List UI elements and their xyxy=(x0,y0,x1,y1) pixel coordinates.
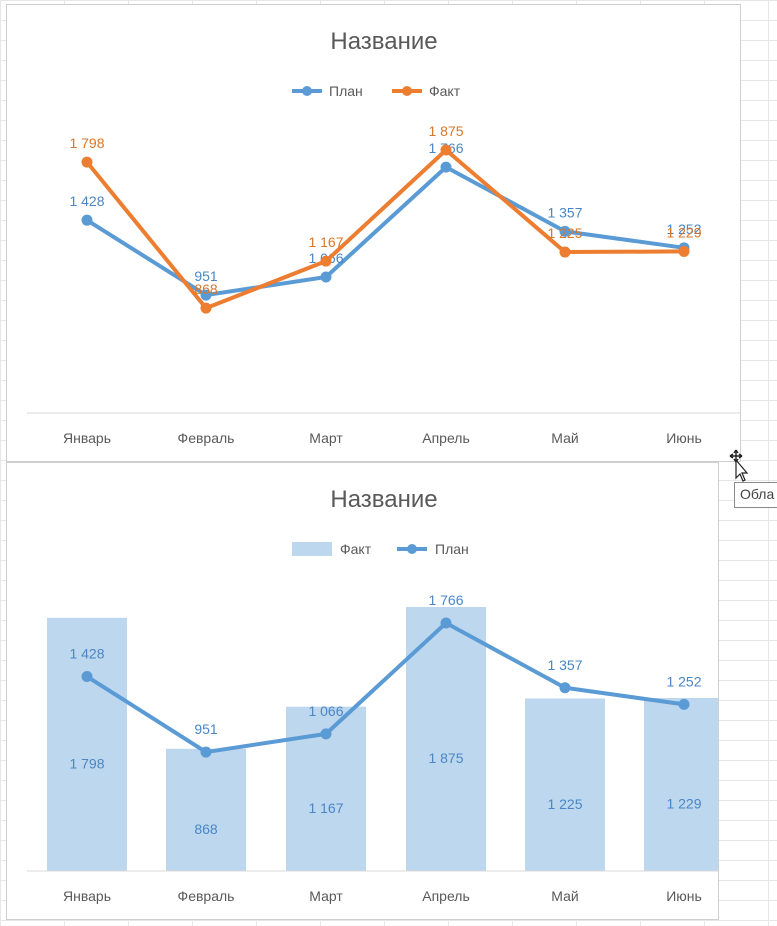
combo-chart-panel[interactable]: Название Факт План 1 798 868 1 167 1 875 1 2… xyxy=(6,462,719,920)
data-label: 1 167 xyxy=(308,234,343,250)
bar xyxy=(406,607,486,871)
bar xyxy=(47,617,127,871)
x-tick-label: Апрель xyxy=(422,430,470,446)
x-tick-label: Июнь xyxy=(666,430,702,446)
legend-swatch-fact xyxy=(292,542,332,556)
data-label: 1 229 xyxy=(666,224,701,240)
tooltip: Обла xyxy=(734,482,777,508)
data-label: 868 xyxy=(194,281,218,297)
x-tick-label: Февраль xyxy=(178,430,235,446)
legend: Факт План xyxy=(292,541,469,557)
data-label: 1 428 xyxy=(69,646,104,662)
data-label: 1 798 xyxy=(69,135,104,151)
data-point xyxy=(320,271,332,283)
series-line-plan xyxy=(85,165,685,298)
bar-data-label: 1 229 xyxy=(666,795,701,811)
x-tick-label: Июнь xyxy=(666,888,702,904)
chart-title: Название xyxy=(330,486,437,513)
data-point xyxy=(678,245,690,257)
x-tick-label: Март xyxy=(309,430,343,446)
line-series: 1 428 951 1 066 1 766 1 357 1 252 xyxy=(69,592,702,758)
data-point xyxy=(81,671,93,683)
legend: План Факт xyxy=(292,83,461,99)
data-point xyxy=(440,617,452,629)
x-tick-label: Январь xyxy=(63,888,111,904)
data-point xyxy=(200,746,212,758)
x-tick-label: Январь xyxy=(63,430,111,446)
data-point xyxy=(200,289,212,301)
data-point xyxy=(559,246,571,258)
bar-data-label: 1 798 xyxy=(69,755,104,771)
legend-label-fact: Факт xyxy=(429,83,461,99)
series-line-plan xyxy=(85,621,685,755)
legend-marker-plan xyxy=(407,544,417,554)
data-label: 1 252 xyxy=(666,673,701,689)
line-chart: Название План Факт Январь Февраль Март Апре… xyxy=(27,28,740,446)
data-point xyxy=(320,255,332,267)
data-point xyxy=(678,698,690,710)
data-point xyxy=(320,728,332,740)
data-point xyxy=(81,156,93,168)
bar-series: 1 798 868 1 167 1 875 1 225 1 229 xyxy=(47,607,718,871)
chart-title: Название xyxy=(330,28,437,55)
x-tick-label: Май xyxy=(551,430,578,446)
data-point xyxy=(81,214,93,226)
legend-marker-plan xyxy=(302,86,312,96)
legend-label-plan: План xyxy=(435,541,469,557)
line-chart-panel[interactable]: Название План Факт Январь Февраль Март Апре… xyxy=(6,4,741,462)
data-point xyxy=(440,144,452,156)
legend-marker-fact xyxy=(402,86,412,96)
x-tick-label: Февраль xyxy=(178,888,235,904)
legend-label-fact: Факт xyxy=(340,541,372,557)
combo-chart: Название Факт План 1 798 868 1 167 1 875 1 2… xyxy=(27,486,718,904)
bar-data-label: 1 875 xyxy=(428,750,463,766)
data-label: 1 252 xyxy=(666,221,701,237)
data-point xyxy=(559,225,571,237)
x-tick-label: Март xyxy=(309,888,343,904)
bar xyxy=(525,698,605,871)
data-label: 1 225 xyxy=(547,225,582,241)
bar xyxy=(644,697,718,871)
bar-data-label: 868 xyxy=(194,821,218,837)
data-label: 1 357 xyxy=(547,657,582,673)
data-label: 1 066 xyxy=(308,703,343,719)
series-line-fact xyxy=(85,148,685,311)
data-point xyxy=(440,161,452,173)
data-label: 951 xyxy=(194,721,218,737)
bar-data-label: 1 167 xyxy=(308,800,343,816)
x-tick-labels: Январь Февраль Март Апрель Май Июнь xyxy=(63,888,702,904)
x-tick-labels: Январь Февраль Март Апрель Май Июнь xyxy=(63,430,702,446)
data-label: 1 766 xyxy=(428,592,463,608)
data-point xyxy=(559,682,571,694)
data-point xyxy=(200,302,212,314)
data-label: 1 875 xyxy=(428,123,463,139)
data-label: 951 xyxy=(194,268,218,284)
bar-data-label: 1 225 xyxy=(547,796,582,812)
bar xyxy=(166,748,246,871)
data-label: 1 357 xyxy=(547,204,582,220)
move-cursor-icon xyxy=(729,449,749,482)
data-label: 1 428 xyxy=(69,193,104,209)
x-tick-label: Май xyxy=(551,888,578,904)
legend-label-plan: План xyxy=(329,83,363,99)
x-tick-label: Апрель xyxy=(422,888,470,904)
